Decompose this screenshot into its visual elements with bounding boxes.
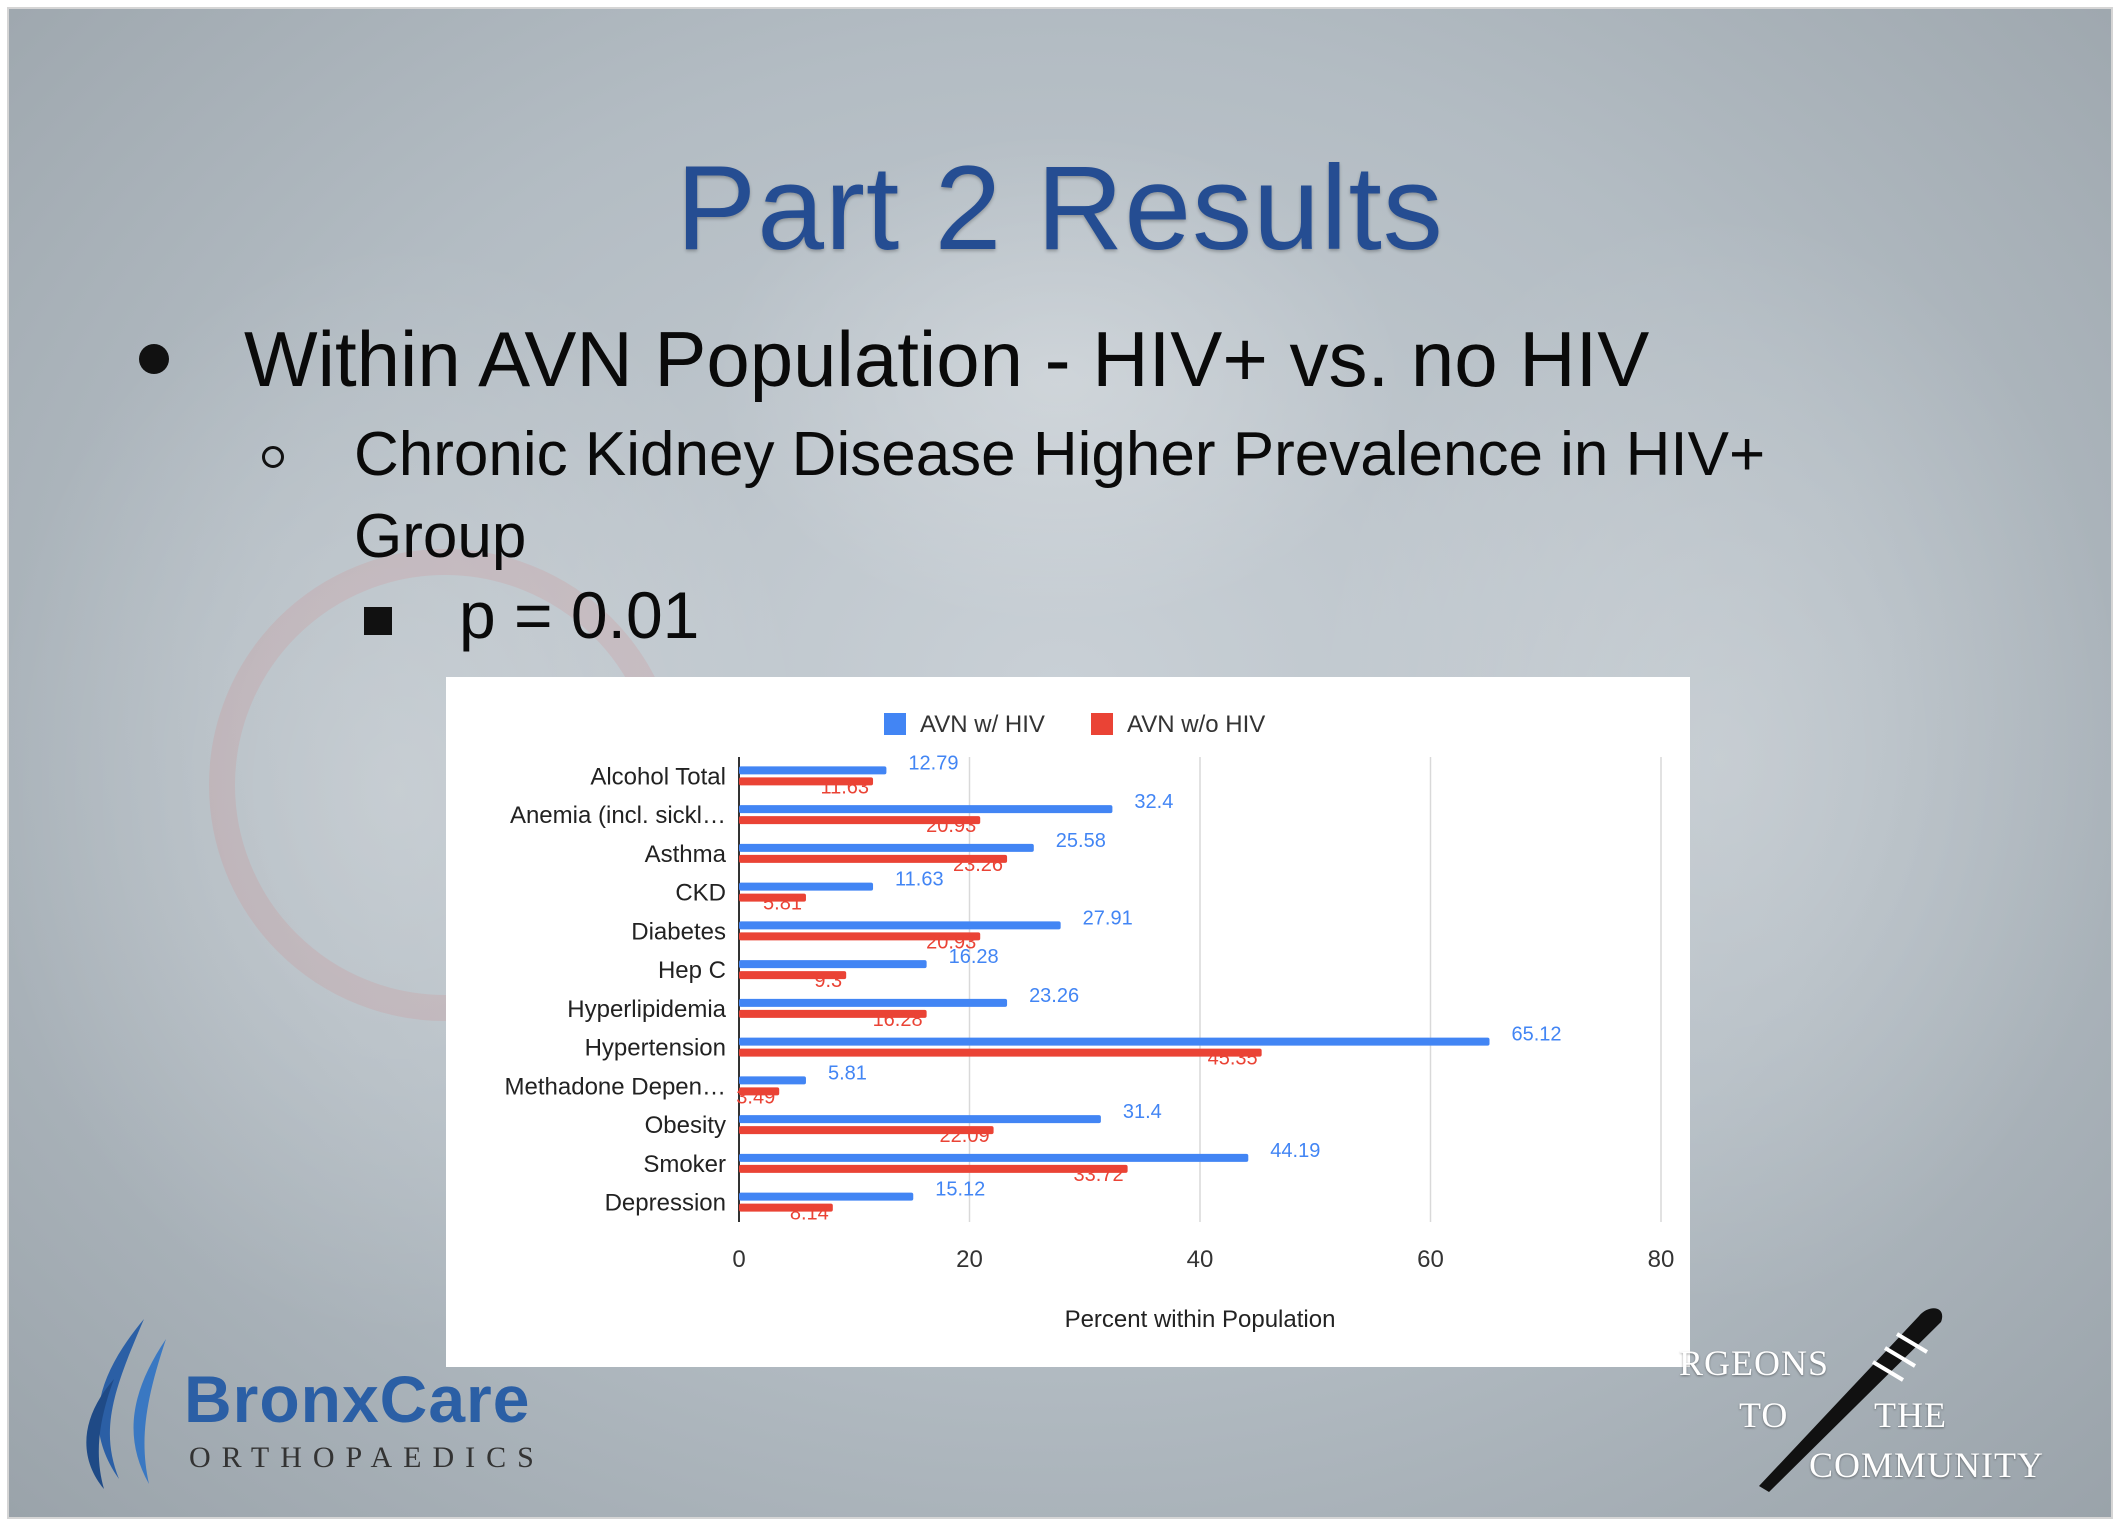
slide: Part 2 Results Within AVN Population - H… — [9, 9, 2111, 1517]
bullet-level-1-text: Within AVN Population - HIV+ vs. no HIV — [244, 315, 1650, 403]
y-category-label: Diabetes — [631, 918, 726, 945]
data-label: 27.91 — [1083, 907, 1133, 929]
data-label: 5.81 — [828, 1062, 867, 1084]
legend-swatch-avn-with-hiv — [884, 713, 906, 735]
surgeons-to-the-community-logo: RGEONS TO THE COMMUNITY — [1679, 1304, 2109, 1504]
y-category-label: Hypertension — [585, 1035, 726, 1062]
bar-avn-without-hiv — [739, 854, 1008, 863]
data-label: 23.26 — [1029, 985, 1079, 1007]
scalpel-icon — [1759, 1308, 1943, 1492]
data-label: 11.63 — [895, 869, 944, 891]
data-label: 16.28 — [949, 946, 999, 968]
y-category-label: Smoker — [643, 1151, 726, 1178]
data-label: 3.49 — [736, 1086, 775, 1108]
bar-avn-without-hiv — [739, 1048, 1262, 1057]
bar-avn-without-hiv — [739, 971, 847, 980]
data-label: 33.72 — [1074, 1164, 1124, 1186]
data-label: 45.35 — [1208, 1048, 1258, 1070]
y-category-label: Alcohol Total — [590, 763, 726, 790]
bar-avn-without-hiv — [739, 1087, 780, 1096]
x-axis-title: Percent within Population — [1065, 1306, 1336, 1333]
data-label: 20.93 — [926, 931, 976, 953]
y-category-label: Obesity — [645, 1112, 726, 1139]
bar-avn-without-hiv — [739, 932, 981, 941]
logo-text-line-3: COMMUNITY — [1809, 1445, 2045, 1485]
data-label: 44.19 — [1270, 1140, 1320, 1162]
x-tick-label: 0 — [732, 1246, 745, 1273]
bar-avn-with-hiv — [739, 843, 1034, 852]
bar-avn-without-hiv — [739, 777, 874, 786]
bronxcare-wordmark: BronxCare — [184, 1362, 531, 1436]
y-category-label: Hep C — [658, 957, 726, 984]
bar-avn-with-hiv — [739, 766, 887, 775]
bar-avn-without-hiv — [739, 1126, 994, 1135]
bar-chart-card: 0 20 40 60 80 Alcohol Total 12.79 11.63 Anemia (… — [446, 677, 1690, 1367]
y-category-label: Anemia (incl. sickl… — [510, 802, 726, 829]
logo-text-line-2a: TO — [1739, 1395, 1789, 1435]
square-bullet-icon — [364, 607, 392, 635]
x-tick-label: 20 — [956, 1246, 983, 1273]
bronxcare-flame-icon — [86, 1319, 166, 1489]
x-tick-label: 40 — [1187, 1246, 1214, 1273]
legend-label: AVN w/o HIV — [1127, 711, 1265, 738]
legend-swatch-avn-without-hiv — [1091, 713, 1113, 735]
bar-avn-without-hiv — [739, 1009, 927, 1018]
data-label: 5.81 — [763, 893, 802, 915]
bar-avn-with-hiv — [739, 1115, 1101, 1124]
bar-avn-with-hiv — [739, 1037, 1490, 1046]
data-label: 31.4 — [1123, 1101, 1162, 1123]
data-label: 65.12 — [1512, 1024, 1562, 1046]
bullet-level-3-text: p = 0.01 — [459, 578, 700, 652]
slide-title: Part 2 Results — [676, 141, 1444, 275]
xray-background-center — [709, 129, 1409, 629]
y-category-label: Methadone Depen… — [505, 1073, 726, 1100]
bar-avn-with-hiv — [739, 960, 927, 969]
legend-label: AVN w/ HIV — [920, 711, 1045, 738]
bar-avn-with-hiv — [739, 998, 1008, 1007]
y-category-label: Depression — [605, 1190, 726, 1217]
data-label: 15.12 — [935, 1179, 985, 1201]
logo-text-line-1: RGEONS — [1679, 1343, 1830, 1383]
bar-avn-with-hiv — [739, 805, 1113, 814]
x-tick-label: 80 — [1648, 1246, 1675, 1273]
data-label: 23.26 — [953, 854, 1003, 876]
data-label: 9.3 — [814, 970, 842, 992]
y-category-label: Asthma — [645, 841, 727, 868]
data-label: 32.4 — [1134, 791, 1173, 813]
bar-avn-without-hiv — [739, 1203, 833, 1212]
bullet-level-2-text: Chronic Kidney Disease Higher Prevalence… — [354, 420, 1766, 571]
bar-avn-with-hiv — [739, 1153, 1249, 1162]
bar-avn-without-hiv — [739, 816, 981, 825]
filled-circle-bullet-icon — [139, 344, 169, 374]
bar-avn-without-hiv — [739, 1164, 1128, 1173]
data-label: 20.93 — [926, 815, 976, 837]
logo-text-line-2b: THE — [1874, 1395, 1947, 1435]
hollow-circle-bullet-icon — [262, 446, 284, 468]
bar-avn-with-hiv — [739, 921, 1061, 930]
bar-avn-with-hiv — [739, 1192, 914, 1201]
bar-chart: 0 20 40 60 80 Alcohol Total 12.79 11.63 Anemia (… — [505, 711, 1675, 1333]
bar-avn-with-hiv — [739, 882, 874, 891]
data-label: 22.09 — [940, 1125, 990, 1147]
bronxcare-logo: BronxCare ORTHOPAEDICS — [74, 1319, 574, 1489]
bar-avn-with-hiv — [739, 1076, 806, 1085]
bronxcare-subtitle: ORTHOPAEDICS — [189, 1441, 545, 1474]
data-label: 25.58 — [1056, 830, 1106, 852]
y-category-label: CKD — [675, 880, 726, 907]
data-label: 11.63 — [820, 776, 869, 798]
y-category-label: Hyperlipidemia — [567, 996, 726, 1023]
x-tick-label: 60 — [1417, 1246, 1444, 1273]
data-label: 16.28 — [873, 1009, 923, 1031]
bar-avn-without-hiv — [739, 893, 806, 902]
data-label: 8.14 — [790, 1203, 829, 1225]
data-label: 12.79 — [908, 752, 958, 774]
